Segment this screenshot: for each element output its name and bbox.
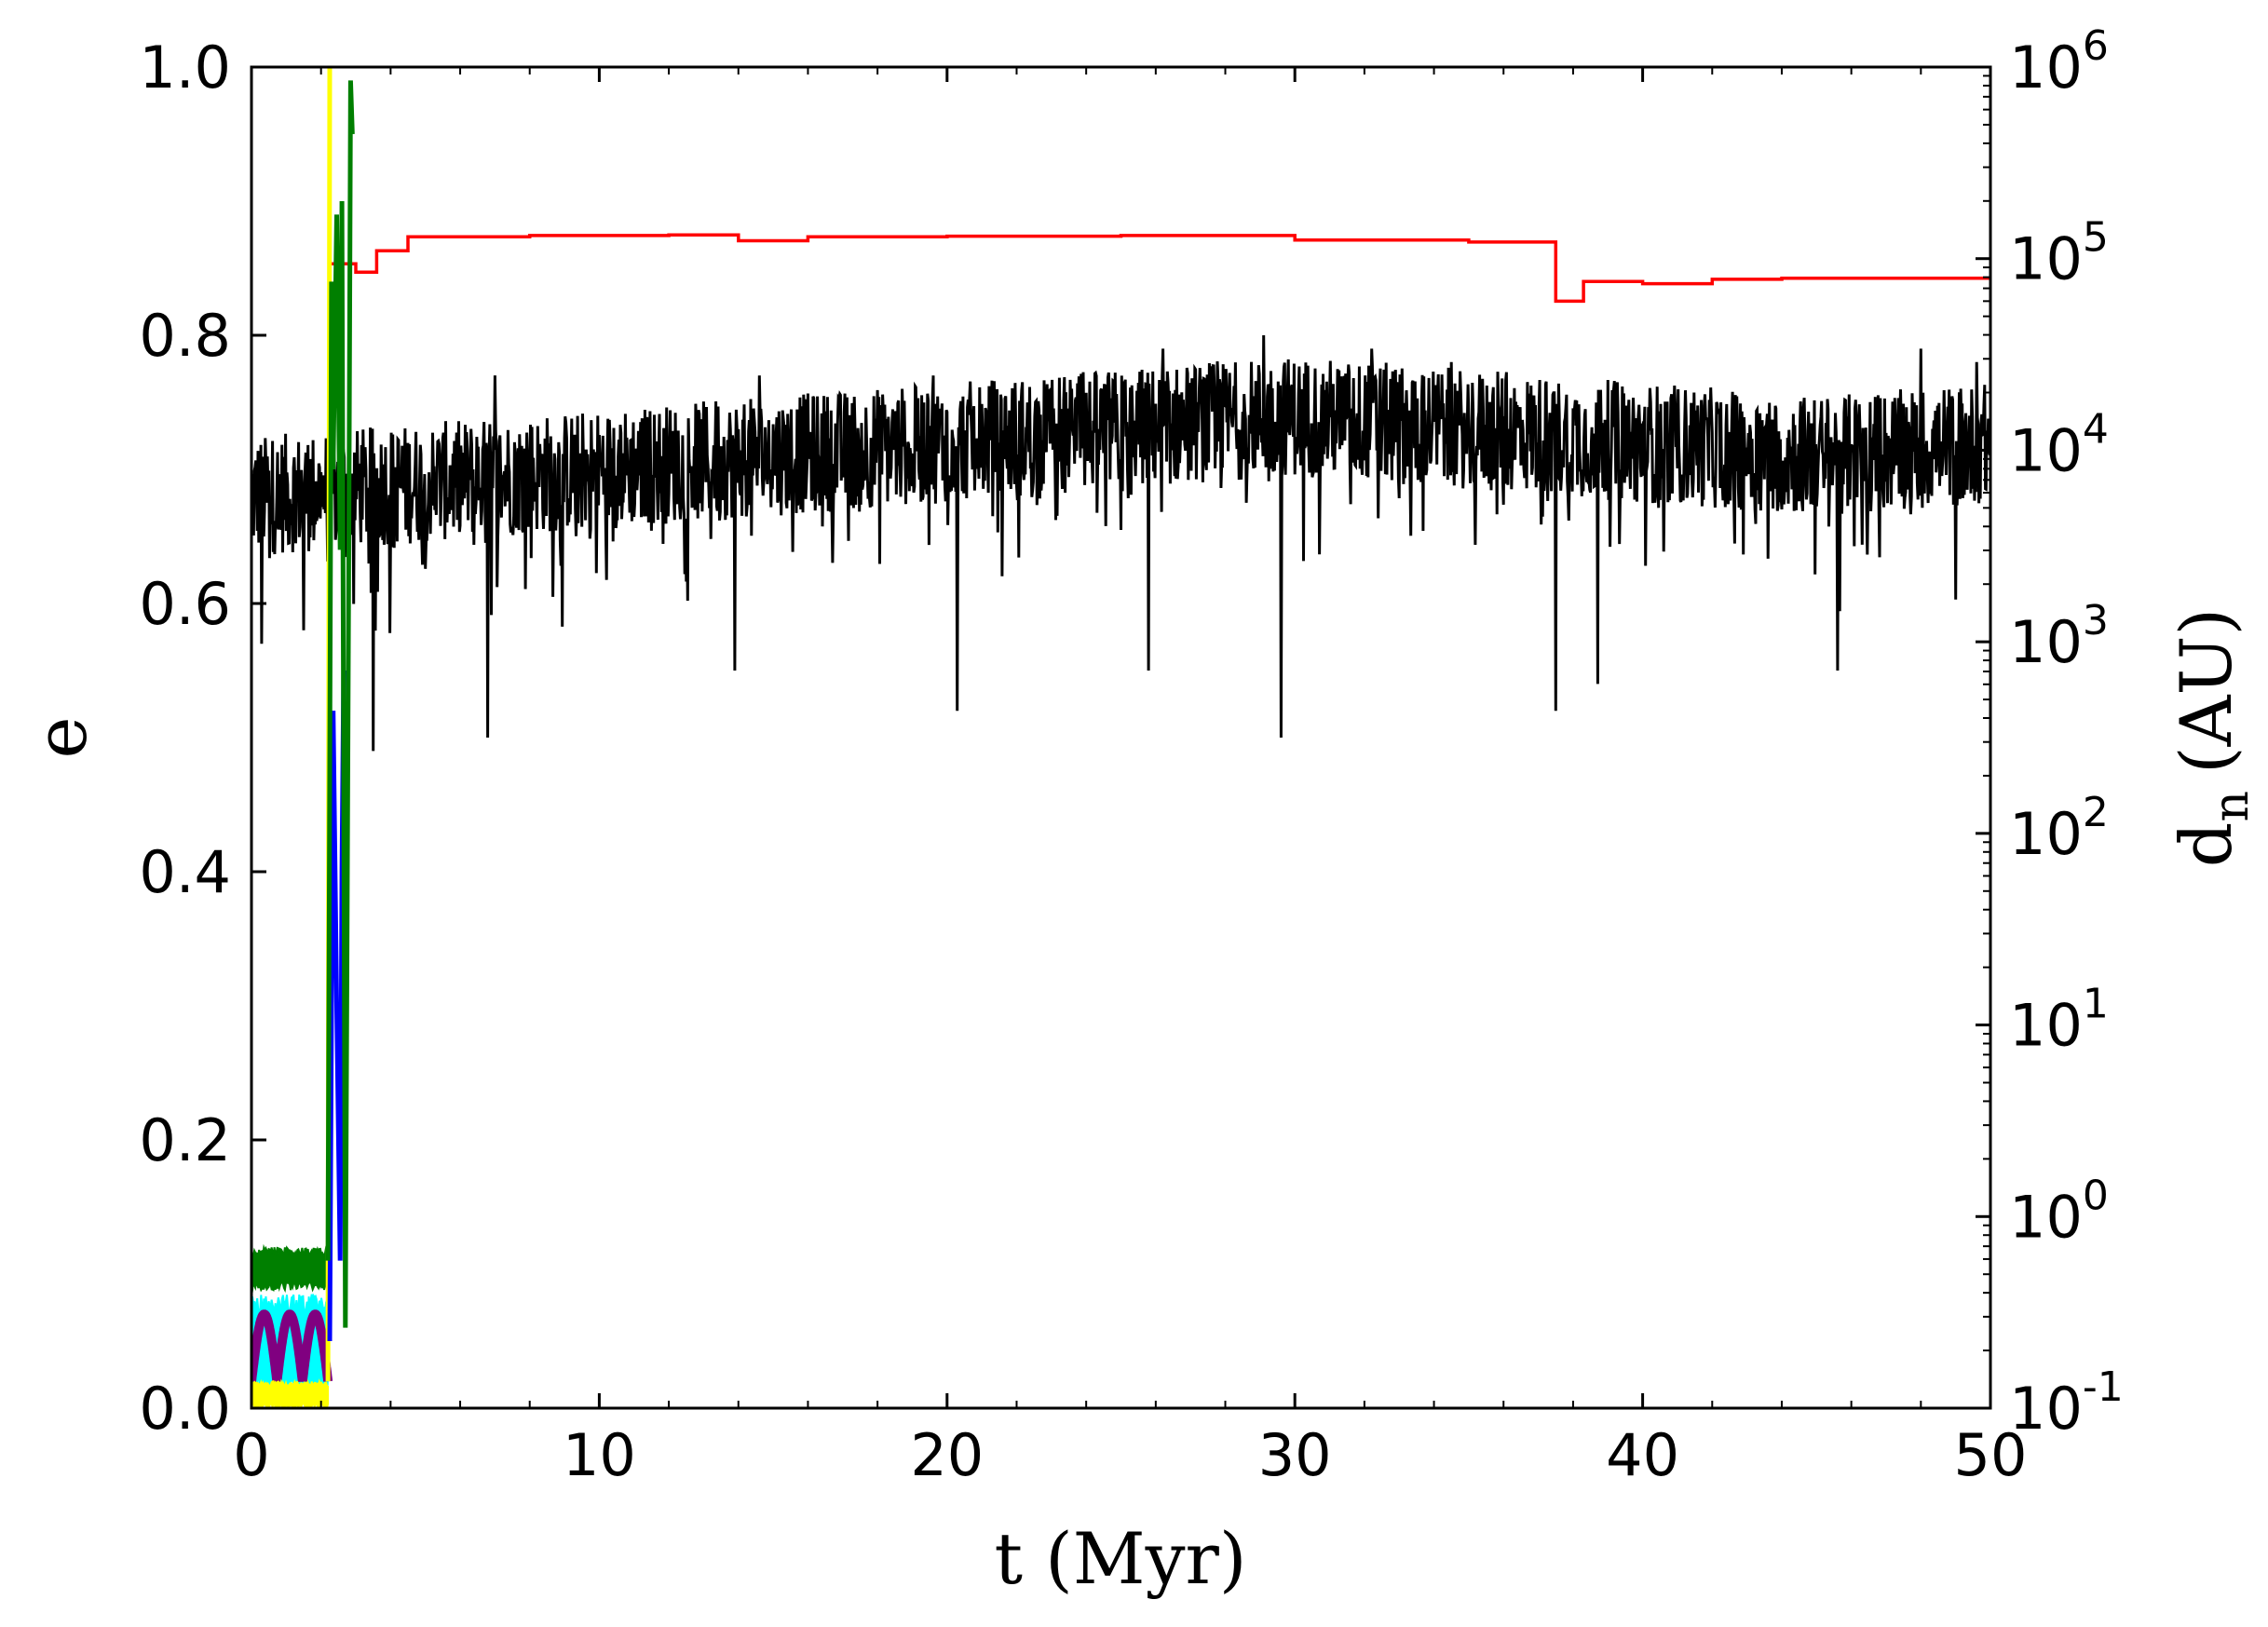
series-band-ecc_cyan xyxy=(251,1293,330,1398)
y2-axis-title-subscript: n xyxy=(2204,791,2260,822)
y-tick-label: 0.6 xyxy=(139,570,231,638)
y2-tick-label: 104 xyxy=(2009,405,2109,484)
y2-tick-label-base: 10 xyxy=(2009,992,2083,1060)
y2-axis-title: dn (AU) xyxy=(2165,608,2260,867)
series-line-ecc_green-8 xyxy=(325,80,355,1328)
axis-ticks xyxy=(250,65,1992,1410)
x-tick-label: 30 xyxy=(1258,1421,1332,1489)
y-axis-title: e xyxy=(20,717,102,759)
plot-frame xyxy=(250,65,1992,1410)
y2-tick-label-exponent: 2 xyxy=(2083,789,2109,836)
plot-area-marks xyxy=(251,67,1990,1408)
y2-tick-label: 105 xyxy=(2009,214,2109,293)
axis-tick-labels: 0 10 20 30 40 500.00.20.40.60.81.010-11001011… xyxy=(139,22,2123,1489)
series-band-ecc_yellow xyxy=(251,1378,330,1408)
series-band-ecc_green xyxy=(251,1243,330,1294)
series-line-ecc_purple xyxy=(251,1309,333,1382)
series-line-eccentricity xyxy=(251,334,1990,752)
y-tick-label: 0.4 xyxy=(139,838,231,906)
x-tick-label: 20 xyxy=(910,1421,984,1489)
y2-tick-label: 100 xyxy=(2009,1172,2109,1251)
y2-tick-label-base: 10 xyxy=(2009,608,2083,676)
y2-tick-label-exponent: 4 xyxy=(2083,405,2109,453)
x-tick-label: 10 xyxy=(563,1421,636,1489)
y2-axis-title-base: d xyxy=(2165,822,2248,868)
y2-tick-label-base: 10 xyxy=(2009,800,2083,868)
y2-tick-label-exponent: -1 xyxy=(2083,1363,2124,1411)
y-tick-label: 1.0 xyxy=(139,34,231,102)
x-tick-label: 0 xyxy=(233,1421,269,1489)
y2-tick-label-exponent: 0 xyxy=(2083,1172,2109,1219)
y2-tick-label-base: 10 xyxy=(2009,34,2083,102)
y2-axis-title-unit: (AU) xyxy=(2165,608,2248,774)
y2-tick-label-exponent: 6 xyxy=(2083,22,2109,70)
y2-tick-label: 10-1 xyxy=(2009,1363,2124,1443)
y2-tick-label: 103 xyxy=(2009,597,2109,676)
x-axis-title: t (Myr) xyxy=(994,1517,1246,1600)
y2-tick-label: 106 xyxy=(2009,22,2109,102)
y2-tick-label-base: 10 xyxy=(2009,1375,2083,1443)
y-tick-label: 0.2 xyxy=(139,1106,231,1174)
y-tick-label: 0.8 xyxy=(139,302,231,370)
y2-tick-label-exponent: 3 xyxy=(2083,597,2109,644)
x-tick-label: 40 xyxy=(1606,1421,1679,1489)
y2-tick-label-base: 10 xyxy=(2009,1183,2083,1251)
y2-tick-label-base: 10 xyxy=(2009,416,2083,484)
series-line-distance xyxy=(331,233,1990,304)
y-tick-label: 0.0 xyxy=(139,1375,231,1443)
x-tick-label: 50 xyxy=(1954,1421,2028,1489)
y2-tick-label: 101 xyxy=(2009,981,2109,1060)
y2-tick-label-exponent: 1 xyxy=(2083,981,2109,1028)
y2-tick-label-exponent: 5 xyxy=(2083,214,2109,262)
y2-tick-label-base: 10 xyxy=(2009,225,2083,293)
y2-tick-label: 102 xyxy=(2009,789,2109,868)
